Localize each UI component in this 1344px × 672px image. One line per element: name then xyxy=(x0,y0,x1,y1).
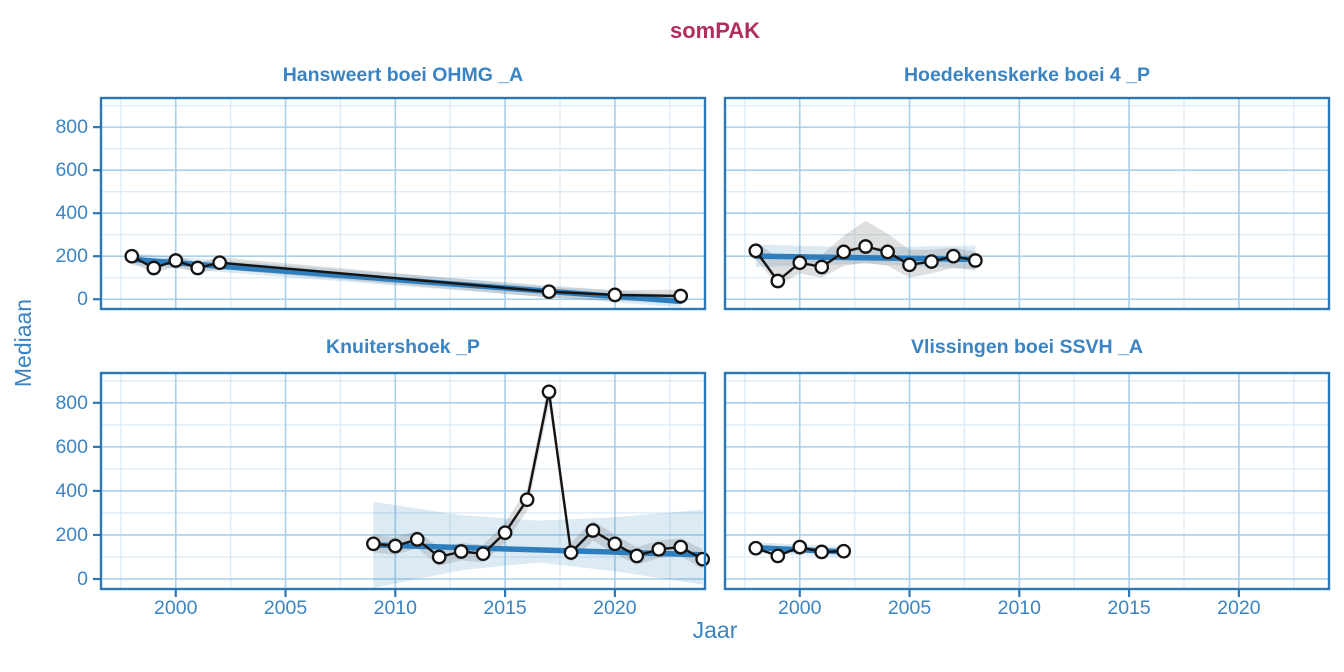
panel-plot-vlissingen xyxy=(723,371,1331,597)
data-line xyxy=(373,390,704,561)
panel-title-vlissingen: Vlissingen boei SSVH _A xyxy=(911,336,1143,358)
y-tick-label: 400 xyxy=(55,479,88,502)
data-point xyxy=(585,523,601,538)
y-tick-label: 600 xyxy=(55,435,88,458)
panel-title-hoedekenskerke: Hoedekenskerke boei 4 _P xyxy=(903,64,1151,86)
data-point xyxy=(748,540,764,556)
x-tick-label: 2015 xyxy=(1107,597,1151,619)
data-point xyxy=(814,544,830,560)
y-tick-label: 800 xyxy=(55,116,88,139)
data-point xyxy=(541,384,557,400)
x-tick-label: 2015 xyxy=(483,597,527,619)
panel-plot-hoedekenskerke xyxy=(723,96,1331,311)
y-tick-label: 800 xyxy=(55,391,88,414)
data-point xyxy=(651,541,667,557)
data-point xyxy=(814,259,830,275)
data-point xyxy=(475,546,491,562)
x-tick-label: 2010 xyxy=(373,597,417,619)
data-point xyxy=(836,543,852,559)
data-point xyxy=(453,544,469,559)
data-point xyxy=(190,260,206,276)
data-point xyxy=(673,539,689,555)
data-point xyxy=(880,244,895,260)
data-point xyxy=(146,260,162,276)
data-point xyxy=(541,284,557,300)
data-point xyxy=(792,539,808,555)
y-tick-label: 0 xyxy=(77,567,88,590)
x-tick-label: 2020 xyxy=(1217,597,1261,619)
x-tick-label: 2000 xyxy=(154,597,198,619)
data-point xyxy=(366,536,381,552)
panel-title-knuitershoek: Knuitershoek _P xyxy=(326,336,480,358)
data-point xyxy=(168,253,184,268)
data-point xyxy=(902,257,917,273)
ci-band-loess xyxy=(373,380,703,570)
data-point xyxy=(431,549,447,565)
data-point xyxy=(629,548,645,564)
y-tick-label: 0 xyxy=(77,288,88,311)
x-tick-label: 2010 xyxy=(997,597,1041,619)
x-axis-label: Jaar xyxy=(692,617,738,643)
data-point xyxy=(792,255,808,271)
panel-border xyxy=(99,371,707,591)
data-point xyxy=(858,239,873,254)
y-tick-label: 400 xyxy=(55,202,88,225)
data-point xyxy=(519,492,535,508)
data-point xyxy=(607,287,623,303)
panel-plot-knuitershoek xyxy=(93,371,711,597)
data-point xyxy=(770,273,786,289)
panel-border xyxy=(723,96,1331,311)
panel-border xyxy=(723,371,1331,591)
data-point xyxy=(946,248,961,264)
data-point xyxy=(409,532,425,547)
y-tick-label: 200 xyxy=(55,245,88,268)
y-tick-label: 200 xyxy=(55,523,88,546)
data-point xyxy=(748,243,764,259)
chart-title: somPAK xyxy=(669,18,761,43)
data-point xyxy=(607,536,623,552)
data-point xyxy=(770,548,786,564)
data-point xyxy=(387,538,403,554)
panel-plot-hansweert xyxy=(93,96,707,311)
panel-title-hansweert: Hansweert boei OHMG _A xyxy=(282,64,524,86)
data-point xyxy=(836,244,852,260)
x-tick-label: 2005 xyxy=(263,597,308,619)
data-point xyxy=(563,545,579,560)
x-tick-label: 2000 xyxy=(778,597,822,619)
data-point xyxy=(497,525,513,541)
data-point xyxy=(924,254,939,269)
panel-border xyxy=(99,96,707,311)
data-point xyxy=(124,248,140,264)
data-point xyxy=(212,255,228,271)
data-point xyxy=(673,288,689,304)
ci-band-trend xyxy=(373,501,703,588)
data-point xyxy=(968,253,983,268)
x-tick-label: 2020 xyxy=(593,597,637,619)
data-point xyxy=(695,551,711,567)
x-tick-label: 2005 xyxy=(887,597,932,619)
y-tick-label: 600 xyxy=(55,159,88,182)
